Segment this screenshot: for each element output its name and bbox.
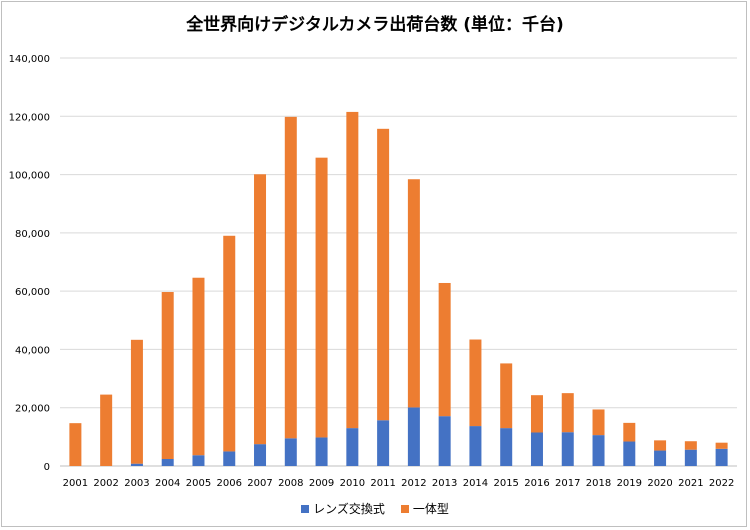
y-tick-label: 140,000 bbox=[9, 54, 50, 65]
x-tick-label: 2003 bbox=[124, 478, 149, 489]
x-tick-label: 2014 bbox=[463, 478, 488, 489]
x-tick-label: 2001 bbox=[63, 478, 88, 489]
bar-interchangeable bbox=[530, 432, 543, 466]
y-tick-label: 0 bbox=[44, 462, 50, 473]
y-tick-label: 100,000 bbox=[9, 171, 50, 182]
x-tick-label: 2017 bbox=[555, 478, 580, 489]
bar-compact bbox=[592, 409, 605, 436]
bar-compact bbox=[654, 440, 667, 451]
bar-compact bbox=[469, 339, 482, 427]
x-tick-label: 2009 bbox=[309, 478, 334, 489]
bar-compact bbox=[161, 292, 174, 460]
y-tick-label: 60,000 bbox=[15, 287, 50, 298]
bar-compact bbox=[254, 174, 267, 445]
x-tick-label: 2008 bbox=[278, 478, 303, 489]
bar-compact bbox=[69, 423, 82, 466]
x-tick-label: 2006 bbox=[217, 478, 242, 489]
y-tick-label: 20,000 bbox=[15, 404, 50, 415]
x-tick-label: 2012 bbox=[401, 478, 426, 489]
legend-item-interchangeable: レンズ交換式 bbox=[301, 500, 385, 517]
x-tick-label: 2010 bbox=[340, 478, 365, 489]
x-tick-label: 2013 bbox=[432, 478, 457, 489]
bar-interchangeable bbox=[161, 459, 174, 466]
bar-interchangeable bbox=[500, 428, 513, 466]
bar-compact bbox=[130, 339, 143, 464]
x-tick-label: 2011 bbox=[370, 478, 395, 489]
bar-interchangeable bbox=[254, 444, 267, 466]
bar-interchangeable bbox=[623, 441, 636, 466]
bar-interchangeable bbox=[192, 455, 205, 466]
bar-interchangeable bbox=[684, 449, 697, 466]
x-tick-label: 2018 bbox=[586, 478, 611, 489]
bar-compact bbox=[315, 157, 328, 438]
bar-compact bbox=[684, 441, 697, 450]
bar-interchangeable bbox=[315, 437, 328, 466]
legend-swatch-interchangeable bbox=[301, 504, 310, 513]
bar-compact bbox=[377, 128, 390, 421]
bar-interchangeable bbox=[407, 407, 420, 466]
bar-compact bbox=[500, 363, 513, 429]
x-tick-label: 2020 bbox=[647, 478, 672, 489]
bar-compact bbox=[346, 111, 359, 429]
x-tick-label: 2022 bbox=[709, 478, 734, 489]
bar-interchangeable bbox=[223, 451, 236, 466]
bar-interchangeable bbox=[469, 426, 482, 466]
x-tick-label: 2007 bbox=[247, 478, 272, 489]
bar-interchangeable bbox=[377, 420, 390, 466]
x-tick-label: 2021 bbox=[678, 478, 703, 489]
y-tick-label: 80,000 bbox=[15, 229, 50, 240]
bar-interchangeable bbox=[130, 463, 143, 466]
x-tick-label: 2005 bbox=[186, 478, 211, 489]
bar-compact bbox=[561, 393, 574, 433]
x-tick-label: 2016 bbox=[524, 478, 549, 489]
bar-compact bbox=[438, 282, 451, 417]
x-tick-label: 2019 bbox=[617, 478, 642, 489]
bar-interchangeable bbox=[654, 450, 667, 466]
bar-interchangeable bbox=[715, 448, 728, 466]
legend-label-compact: 一体型 bbox=[412, 502, 449, 516]
bar-compact bbox=[223, 235, 236, 452]
x-tick-label: 2004 bbox=[155, 478, 180, 489]
chart-title: 全世界向けデジタルカメラ出荷台数 (単位：千台) bbox=[186, 15, 564, 35]
bar-interchangeable bbox=[561, 432, 574, 466]
legend-swatch-compact bbox=[400, 504, 409, 513]
legend: レンズ交換式 一体型 bbox=[0, 500, 750, 517]
bar-compact bbox=[100, 394, 113, 466]
bar-compact bbox=[715, 442, 728, 449]
bar-compact bbox=[284, 116, 297, 439]
bar-compact bbox=[623, 422, 636, 442]
bar-interchangeable bbox=[346, 428, 359, 466]
legend-item-compact: 一体型 bbox=[400, 500, 449, 517]
bar-compact bbox=[530, 395, 543, 433]
x-tick-label: 2002 bbox=[93, 478, 118, 489]
y-tick-label: 120,000 bbox=[9, 112, 50, 123]
bar-interchangeable bbox=[284, 438, 297, 466]
bar-compact bbox=[407, 179, 420, 408]
bar-interchangeable bbox=[438, 416, 451, 466]
x-tick-label: 2015 bbox=[493, 478, 518, 489]
bar-compact bbox=[192, 277, 205, 456]
legend-label-interchangeable: レンズ交換式 bbox=[313, 502, 385, 516]
bar-interchangeable bbox=[592, 435, 605, 466]
y-tick-label: 40,000 bbox=[15, 345, 50, 356]
